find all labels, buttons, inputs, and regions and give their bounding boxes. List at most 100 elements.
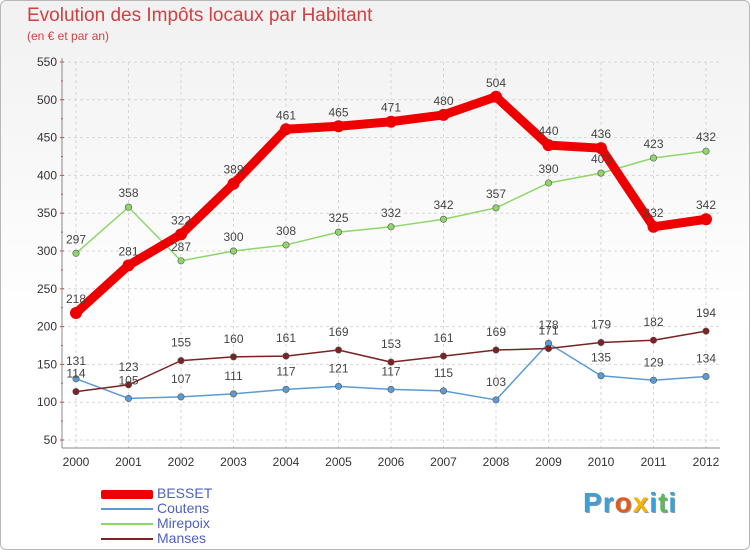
data-point-coutens <box>334 382 342 390</box>
data-label-besset: 342 <box>696 198 716 212</box>
data-point-mirepoix <box>492 204 500 212</box>
data-label-coutens: 103 <box>486 375 506 389</box>
data-point-manses <box>72 388 80 396</box>
data-point-coutens <box>649 376 657 384</box>
data-point-manses <box>230 353 238 361</box>
legend-swatch-mirepoix <box>101 523 153 526</box>
y-tick-label: 100 <box>37 395 57 409</box>
y-tick-label: 400 <box>37 168 57 182</box>
data-point-manses <box>544 345 552 353</box>
data-point-coutens <box>597 372 605 380</box>
data-label-coutens: 111 <box>224 369 243 383</box>
data-point-mirepoix <box>387 223 395 231</box>
data-label-besset: 281 <box>118 244 138 258</box>
data-label-besset: 465 <box>328 105 348 119</box>
proxiti-logo: Proxiti <box>583 487 677 519</box>
data-point-coutens <box>177 393 185 401</box>
legend-swatch-manses <box>101 538 153 541</box>
legend-item-mirepoix: Mirepoix <box>101 515 210 531</box>
y-tick-label: 150 <box>37 357 57 371</box>
data-point-besset <box>70 306 82 319</box>
legend-label-coutens: Coutens <box>157 500 210 516</box>
data-label-coutens: 131 <box>66 354 86 368</box>
data-point-mirepoix <box>439 215 447 223</box>
data-label-mirepoix: 390 <box>538 162 558 176</box>
data-label-besset: 332 <box>643 206 663 220</box>
x-tick-label: 2006 <box>378 455 405 469</box>
data-point-besset <box>332 120 345 133</box>
data-label-coutens: 129 <box>643 355 663 369</box>
data-point-besset <box>647 220 660 233</box>
legend-label-mirepoix: Mirepoix <box>157 515 210 531</box>
logo-letter: o <box>614 487 633 518</box>
chart-subtitle: (en € et par an) <box>27 29 110 43</box>
data-point-coutens <box>387 385 395 393</box>
data-label-manses: 179 <box>591 317 611 331</box>
data-point-manses <box>387 358 395 366</box>
data-point-mirepoix <box>177 257 185 265</box>
data-point-manses <box>597 338 605 346</box>
x-tick-label: 2008 <box>483 455 510 469</box>
grid <box>62 61 720 448</box>
data-label-besset: 322 <box>171 213 191 227</box>
logo-letter: i <box>668 487 678 518</box>
data-label-mirepoix: 325 <box>328 211 348 225</box>
data-label-manses: 161 <box>276 331 296 345</box>
data-label-manses: 169 <box>486 325 506 339</box>
data-point-manses <box>125 381 133 389</box>
data-label-mirepoix: 423 <box>643 137 663 151</box>
data-point-mirepoix <box>72 249 80 257</box>
data-label-besset: 504 <box>486 76 506 90</box>
chart-title: Evolution des Impôts locaux par Habitant <box>27 5 373 26</box>
data-point-manses <box>492 346 500 354</box>
data-point-mirepoix <box>597 169 605 177</box>
data-label-coutens: 107 <box>171 372 191 386</box>
data-point-manses <box>282 352 290 360</box>
data-label-coutens: 117 <box>276 364 295 378</box>
x-tick-label: 2009 <box>535 455 562 469</box>
data-point-manses <box>649 336 657 344</box>
logo-letter: r <box>602 487 615 518</box>
data-point-coutens <box>230 390 238 398</box>
data-point-besset <box>385 115 397 128</box>
y-tick-label: 350 <box>37 206 57 220</box>
data-label-manses: 153 <box>381 337 401 351</box>
data-label-manses: 123 <box>118 360 138 374</box>
legend-swatch-coutens <box>101 508 153 511</box>
legend-item-coutens: Coutens <box>101 500 209 516</box>
logo-letter: t <box>658 487 669 518</box>
series <box>70 90 712 404</box>
logo-letter: i <box>649 487 659 518</box>
data-label-mirepoix: 358 <box>118 186 138 200</box>
data-label-coutens: 135 <box>591 351 611 365</box>
legend-swatch-besset <box>101 489 153 499</box>
y-tick-label: 300 <box>37 244 57 258</box>
data-point-mirepoix <box>125 203 133 211</box>
data-point-besset <box>542 139 555 152</box>
data-label-besset: 436 <box>591 127 611 141</box>
data-point-besset <box>280 123 292 136</box>
data-label-manses: 114 <box>66 367 85 381</box>
data-label-mirepoix: 332 <box>381 206 401 220</box>
x-tick-label: 2002 <box>168 455 195 469</box>
data-label-manses: 155 <box>171 336 191 350</box>
data-point-coutens <box>72 375 80 383</box>
data-label-mirepoix: 287 <box>171 240 191 254</box>
x-tick-label: 2004 <box>273 455 300 469</box>
data-label-besset: 440 <box>538 124 558 138</box>
logo-letter: P <box>583 487 603 518</box>
data-label-coutens: 105 <box>118 373 138 387</box>
data-label-mirepoix: 300 <box>223 230 243 244</box>
data-point-manses <box>334 346 342 354</box>
data-point-besset <box>490 90 502 103</box>
data-point-besset <box>175 228 187 241</box>
data-point-coutens <box>282 385 290 393</box>
x-tick-label: 2011 <box>641 455 667 469</box>
x-tick-label: 2001 <box>115 455 142 469</box>
data-point-mirepoix <box>230 247 238 255</box>
data-point-coutens <box>702 372 710 380</box>
data-label-mirepoix: 357 <box>486 187 506 201</box>
legend-item-besset: BESSET <box>101 485 212 501</box>
